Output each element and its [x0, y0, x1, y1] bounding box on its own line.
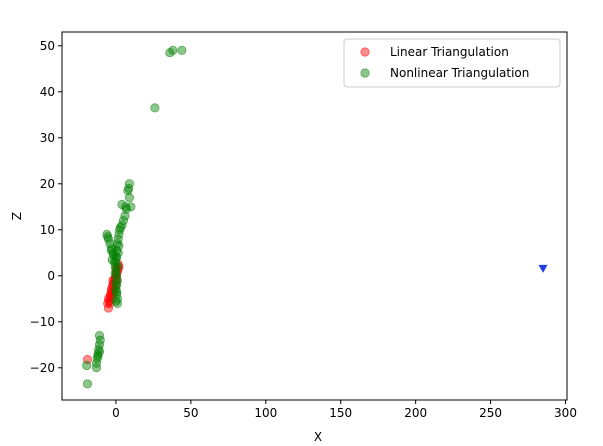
series-0	[82, 259, 124, 365]
data-point	[112, 298, 123, 308]
y-tick-label: 30	[40, 131, 55, 145]
data-point	[91, 363, 102, 373]
data-point	[117, 199, 127, 210]
data-point	[106, 245, 117, 256]
data-point	[94, 330, 105, 341]
data-point	[115, 225, 125, 235]
y-tick-label: 50	[40, 39, 55, 53]
legend-marker	[360, 47, 370, 57]
data-point	[110, 268, 120, 279]
data-point	[95, 335, 105, 345]
legend-label: Linear Triangulation	[390, 45, 509, 59]
x-tick-label: 50	[183, 406, 198, 420]
data-point	[82, 360, 92, 371]
data-point	[94, 340, 105, 350]
data-point	[82, 379, 93, 389]
x-tick-label: 300	[554, 406, 577, 420]
plot-points	[82, 45, 548, 389]
data-point	[111, 278, 121, 288]
y-tick-label: 40	[40, 85, 55, 99]
data-point	[538, 264, 548, 273]
legend-marker	[360, 68, 370, 78]
data-point	[124, 193, 135, 203]
y-tick-label: −10	[30, 315, 55, 329]
x-tick-label: 200	[404, 406, 427, 420]
plot-frame	[61, 31, 568, 401]
x-tick-label: 0	[112, 406, 120, 420]
data-point	[112, 261, 123, 272]
y-tick-label: 0	[47, 269, 55, 283]
legend-box	[343, 38, 561, 88]
legend-item: Linear Triangulation	[360, 45, 509, 59]
data-point	[94, 347, 105, 357]
y-tick-label: 10	[40, 223, 55, 237]
x-axis-label: X	[314, 430, 322, 444]
data-point	[126, 202, 136, 212]
y-axis: −20 −10 0 10 20 30 40 50	[30, 39, 62, 375]
y-tick-label: −20	[30, 361, 55, 375]
data-point	[114, 229, 124, 239]
x-axis: 0 50 100 150 200 250 300	[112, 400, 577, 420]
y-axis-label: Z	[10, 212, 24, 220]
data-point	[112, 287, 122, 297]
data-point	[113, 234, 123, 244]
data-point	[112, 289, 122, 299]
legend: Linear Triangulation Nonlinear Triangulat…	[343, 38, 561, 88]
x-tick-label: 250	[479, 406, 502, 420]
legend-item: Nonlinear Triangulation	[360, 66, 529, 80]
series-1	[82, 45, 187, 389]
data-point	[124, 179, 135, 189]
x-tick-label: 150	[329, 406, 352, 420]
data-point	[109, 257, 120, 267]
legend-label: Nonlinear Triangulation	[390, 66, 529, 80]
series-2	[538, 264, 548, 273]
data-point	[168, 45, 178, 56]
data-point	[123, 186, 133, 196]
x-tick-label: 100	[254, 406, 277, 420]
data-point	[177, 45, 187, 56]
y-tick-label: 20	[40, 177, 55, 191]
data-point	[150, 103, 160, 113]
